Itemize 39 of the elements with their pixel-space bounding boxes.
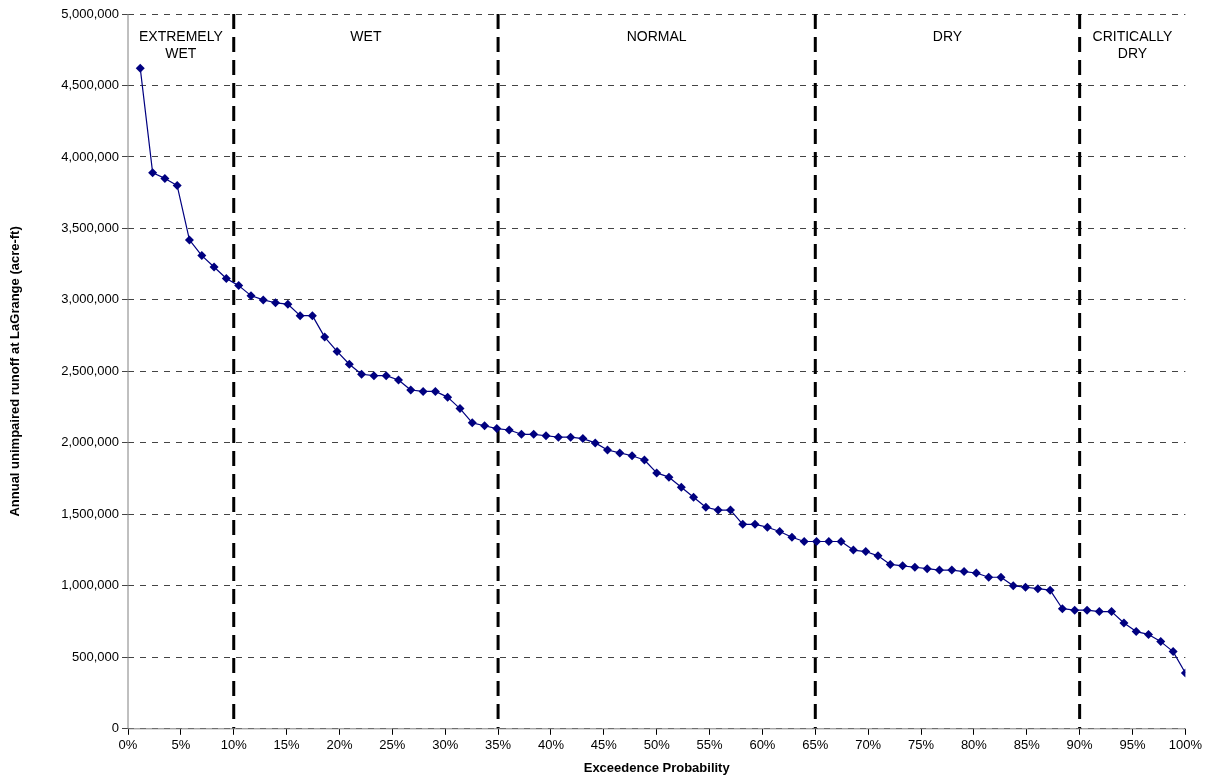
x-tick-label: 0%: [118, 737, 138, 753]
y-tick-label: 1,500,000: [61, 505, 119, 521]
x-tick-label: 85%: [1013, 737, 1041, 753]
x-tick-label: 90%: [1066, 737, 1094, 753]
x-tick-label: 10%: [220, 737, 248, 753]
y-tick-label: 2,000,000: [61, 434, 119, 450]
y-tick-label: 3,500,000: [61, 220, 119, 236]
annotation: DRY: [932, 27, 963, 44]
y-tick-label: 4,000,000: [61, 148, 119, 164]
x-tick-label: 20%: [326, 737, 353, 753]
x-tick-label: 80%: [960, 737, 988, 753]
y-axis-title: Annual unimpaired runoff at LaGrange (acre-ft): [7, 226, 23, 517]
x-tick-label: 5%: [171, 737, 191, 753]
y-tick-label: 5,000,000: [61, 5, 119, 21]
x-axis-title: Exceedence Probability: [583, 759, 731, 775]
x-tick-label: 45%: [590, 737, 618, 753]
x-tick-label: 40%: [537, 737, 565, 753]
x-tick-label: 60%: [749, 737, 776, 753]
y-tick-label: 4,500,000: [61, 77, 119, 93]
x-tick-label: 25%: [379, 737, 406, 753]
y-tick-label: 3,000,000: [61, 291, 119, 307]
x-tick-label: 70%: [855, 737, 882, 753]
y-tick-label: 1,000,000: [61, 577, 119, 593]
annotation: EXTREMELY WET: [138, 27, 224, 61]
x-tick-label: 35%: [485, 737, 512, 753]
x-tick-label: 30%: [432, 737, 459, 753]
x-tick-label: 75%: [908, 737, 935, 753]
y-tick-label: 2,500,000: [61, 362, 119, 378]
x-tick-label: 15%: [273, 737, 301, 753]
x-tick-label: 100%: [1168, 737, 1203, 753]
x-tick-label: 55%: [696, 737, 723, 753]
annotation: NORMAL: [626, 27, 687, 44]
y-tick-label: 500,000: [72, 648, 119, 664]
y-tick-label: 0: [111, 720, 119, 736]
annotation: CRITICALLY DRY: [1092, 27, 1174, 61]
x-tick-label: 65%: [802, 737, 829, 753]
x-tick-label: 95%: [1119, 737, 1146, 753]
annotation: WET: [350, 27, 382, 44]
x-tick-label: 50%: [643, 737, 671, 753]
